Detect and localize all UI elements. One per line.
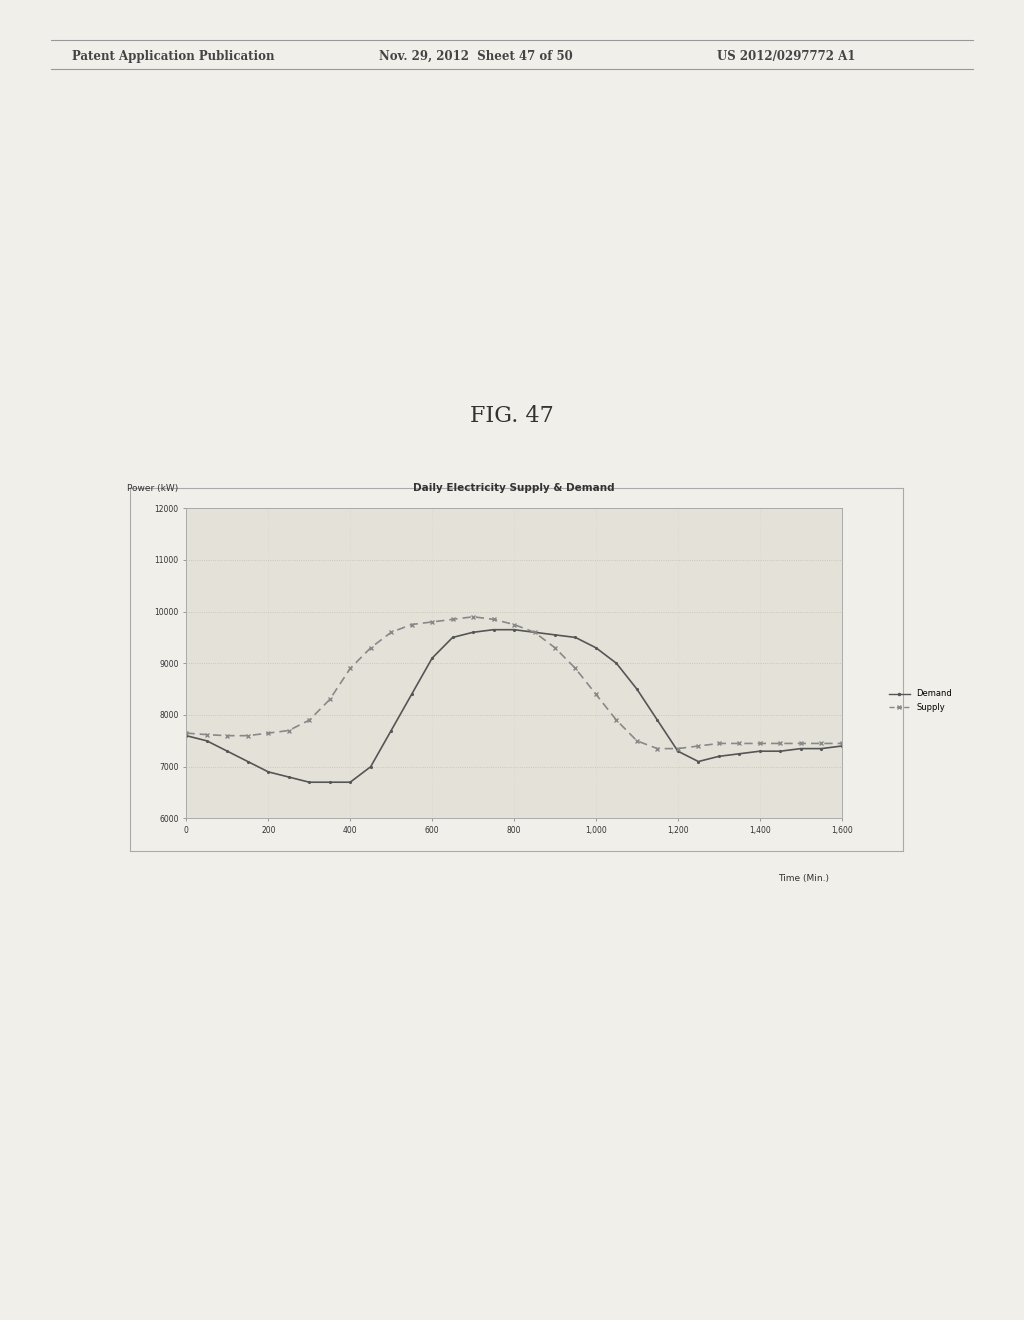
Text: Nov. 29, 2012  Sheet 47 of 50: Nov. 29, 2012 Sheet 47 of 50: [379, 50, 572, 63]
Text: Time (Min.): Time (Min.): [777, 874, 828, 883]
Text: Daily Electricity Supply & Demand: Daily Electricity Supply & Demand: [414, 483, 614, 492]
Text: FIG. 47: FIG. 47: [470, 405, 554, 426]
Text: Patent Application Publication: Patent Application Publication: [72, 50, 274, 63]
Text: Power (kW): Power (kW): [127, 483, 178, 492]
Legend: Demand, Supply: Demand, Supply: [886, 686, 955, 715]
Text: US 2012/0297772 A1: US 2012/0297772 A1: [717, 50, 855, 63]
